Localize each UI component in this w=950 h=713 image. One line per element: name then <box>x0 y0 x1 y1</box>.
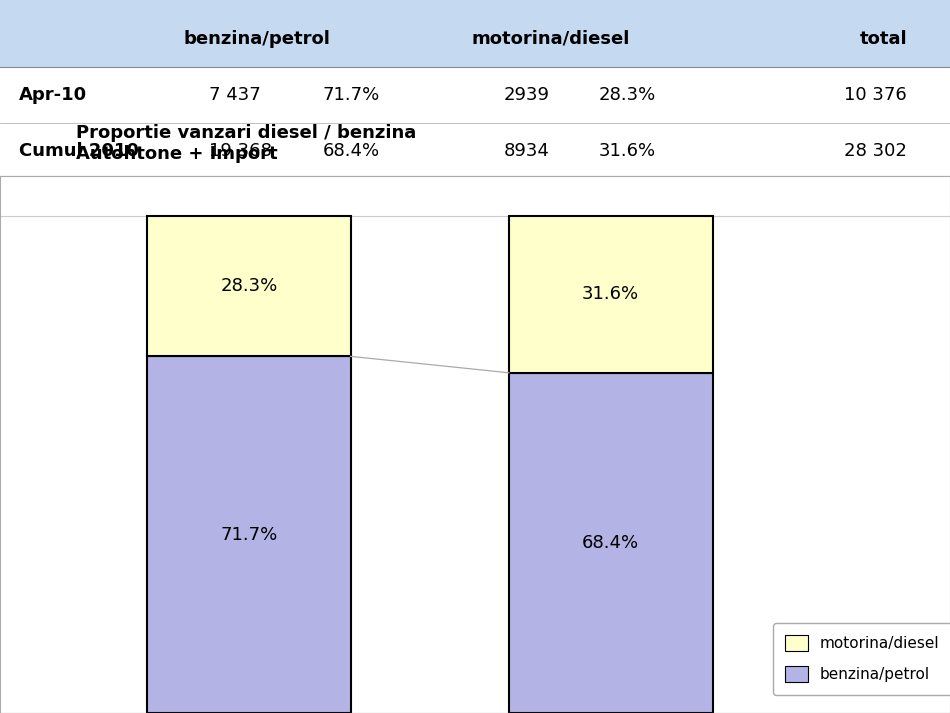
Legend: motorina/diesel, benzina/petrol: motorina/diesel, benzina/petrol <box>772 623 950 694</box>
Text: 8934: 8934 <box>504 142 549 160</box>
Bar <box>147 356 351 713</box>
Text: 10 376: 10 376 <box>845 86 907 104</box>
Bar <box>509 215 712 373</box>
Text: 19 368: 19 368 <box>209 142 272 160</box>
Text: 71.7%: 71.7% <box>323 86 380 104</box>
Text: total: total <box>860 30 907 48</box>
Bar <box>509 373 712 713</box>
Text: Cumul 2010: Cumul 2010 <box>19 142 139 160</box>
Text: 31.6%: 31.6% <box>582 285 639 303</box>
Text: 7 437: 7 437 <box>209 86 260 104</box>
Text: 28 302: 28 302 <box>845 142 907 160</box>
Text: 2939: 2939 <box>504 86 549 104</box>
Text: 68.4%: 68.4% <box>323 142 380 160</box>
Bar <box>0 67 950 176</box>
Text: 28.3%: 28.3% <box>220 277 277 295</box>
Text: Apr-10: Apr-10 <box>19 86 87 104</box>
Text: motorina/diesel: motorina/diesel <box>472 30 630 48</box>
Bar <box>147 215 351 356</box>
Text: 31.6%: 31.6% <box>598 142 656 160</box>
Bar <box>0 0 950 67</box>
Text: 68.4%: 68.4% <box>582 534 639 552</box>
Text: Proportie vanzari diesel / benzina
Autohtone + Import: Proportie vanzari diesel / benzina Autoh… <box>76 124 416 163</box>
Text: 71.7%: 71.7% <box>220 525 277 544</box>
Text: benzina/petrol: benzina/petrol <box>183 30 330 48</box>
Text: 28.3%: 28.3% <box>598 86 656 104</box>
